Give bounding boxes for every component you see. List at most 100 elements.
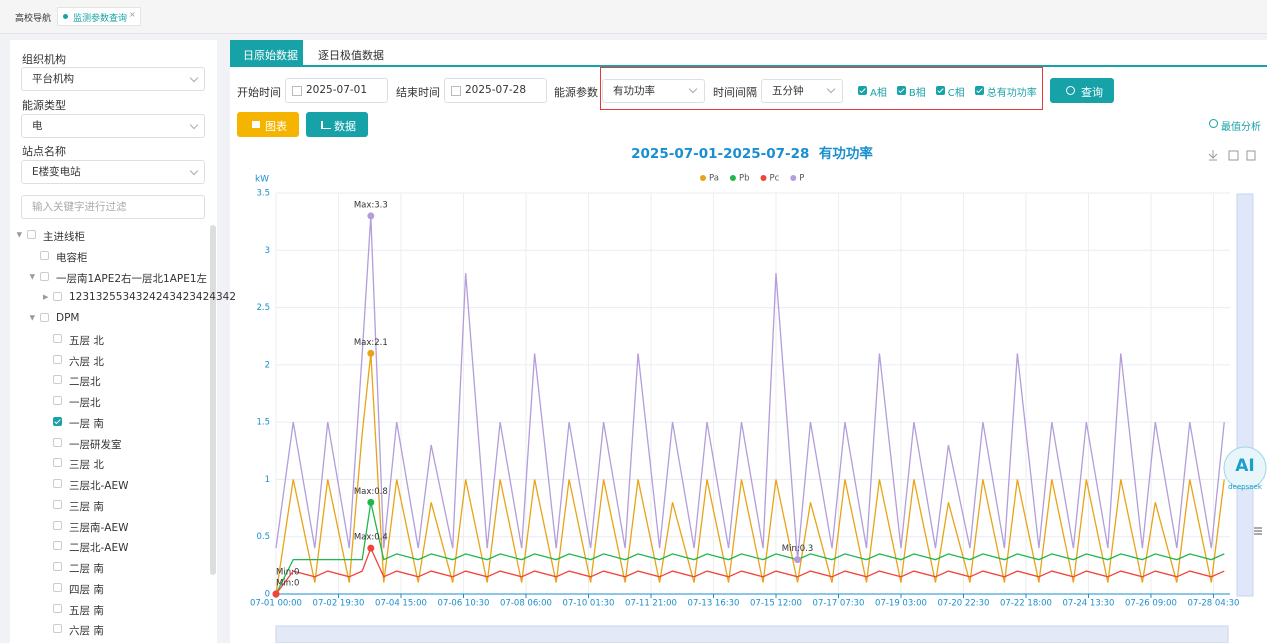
search-icon [1066, 86, 1075, 95]
tree-label[interactable]: 一层 南 [69, 417, 104, 430]
tab-close[interactable]: × [129, 10, 136, 19]
tree-label[interactable]: 二层北-AEW [69, 542, 129, 555]
toolbox[interactable] [1208, 150, 1256, 161]
tree-label[interactable]: 一层南1APE2右一层北1APE1左 [56, 272, 208, 285]
select[interactable]: 五分钟 [761, 79, 843, 103]
highlight-box [600, 67, 1043, 110]
select[interactable]: 有功功率 [602, 79, 705, 103]
x-tick-label: 07-06 10:30 [438, 599, 490, 609]
home-link[interactable]: 高校导航 [15, 14, 52, 24]
tree-label[interactable]: 三层南-AEW [69, 521, 129, 534]
tree-label[interactable]: 一层北 [69, 397, 101, 409]
tab[interactable]: 逐日极值数据 [318, 49, 384, 62]
tree-label[interactable]: 三层 北 [69, 459, 104, 472]
tree-checkbox[interactable] [53, 333, 62, 343]
tree-label[interactable]: 三层北-AEW [69, 480, 129, 492]
tree-arrow[interactable]: ▶ [28, 315, 37, 321]
tree-label[interactable]: 六层 北 [69, 355, 104, 368]
tree-checkbox[interactable] [53, 375, 62, 385]
tree-label[interactable]: 主进线柜 [43, 231, 85, 243]
tree-label[interactable]: 电容柜 [56, 251, 88, 264]
x-tick-label: 07-24 13:30 [1063, 599, 1115, 609]
tree-checkbox[interactable] [53, 416, 62, 426]
y-zoom-slider[interactable] [1236, 193, 1254, 597]
y-axis-unit: kW [255, 175, 269, 185]
filter-input[interactable]: 输入关键字进行过滤 [21, 195, 205, 219]
date-input[interactable]: 2025-07-01 [285, 78, 388, 103]
tree-checkbox[interactable] [27, 230, 36, 239]
tab-active-bg [230, 40, 303, 66]
tree-checkbox[interactable] [53, 479, 62, 488]
tree-checkbox[interactable] [53, 499, 62, 509]
data-button[interactable] [306, 112, 368, 137]
analysis-link[interactable]: 最值分析 [1221, 122, 1261, 133]
checkbox-label[interactable]: A相 [870, 88, 887, 99]
y-tick-label: 1 [265, 475, 270, 485]
checkbox[interactable] [858, 86, 867, 95]
y-tick-label: 2.5 [256, 303, 270, 313]
tree-arrow[interactable]: ▶ [28, 273, 37, 280]
extreme-label: Max:2.1 [354, 338, 388, 348]
extreme-point [794, 556, 802, 564]
tree-label[interactable]: 二层北 [69, 376, 101, 389]
x-tick-label: 07-28 04:30 [1188, 599, 1240, 609]
tree-checkbox[interactable] [53, 520, 62, 530]
ai-badge[interactable] [1223, 446, 1267, 490]
tree-label[interactable]: 六层 南 [69, 625, 104, 638]
select[interactable]: E楼变电站 [21, 160, 205, 184]
download-icon[interactable] [1208, 150, 1218, 161]
checkbox-label[interactable]: 总有功功率 [986, 88, 1037, 99]
chart-button[interactable] [237, 112, 299, 137]
settings-icon[interactable] [1254, 527, 1262, 535]
tree-checkbox[interactable] [53, 396, 62, 405]
tree-checkbox[interactable] [53, 582, 62, 592]
chart-icon [252, 121, 260, 128]
tree-checkbox[interactable] [40, 250, 49, 260]
tree-label[interactable]: DPM [56, 312, 80, 324]
select[interactable]: 平台机构 [21, 67, 205, 91]
tree-checkbox[interactable] [53, 624, 62, 634]
extreme-label: Min:0 [276, 579, 299, 589]
query-button[interactable] [1050, 78, 1114, 103]
legend-label: Pb [739, 174, 750, 184]
x-zoom-slider[interactable] [275, 625, 1229, 643]
tree-checkbox[interactable] [53, 354, 62, 364]
checkbox-label[interactable]: B相 [908, 88, 926, 99]
tab[interactable]: 日原始数据 [243, 49, 298, 62]
checkbox[interactable] [896, 86, 906, 95]
tree-checkbox[interactable] [53, 292, 62, 302]
legend-label: P [799, 174, 804, 184]
checkbox-label[interactable]: C相 [947, 88, 965, 99]
tree-checkbox[interactable] [53, 603, 62, 613]
tree-arrow[interactable]: ▶ [43, 293, 49, 302]
tree-checkbox[interactable] [53, 562, 62, 571]
select[interactable]: 电 [21, 114, 205, 138]
tree-arrow[interactable]: ▶ [15, 232, 24, 238]
x-tick-label: 07-11 21:00 [625, 599, 677, 609]
tree-label[interactable]: 二层 南 [69, 563, 104, 575]
tree-label[interactable]: 五层 北 [69, 334, 104, 347]
tree-checkbox[interactable] [53, 541, 62, 551]
tree-label[interactable]: 四层 南 [69, 583, 104, 596]
tree-label[interactable]: 一层研发室 [69, 438, 122, 451]
checkbox[interactable] [935, 86, 945, 95]
restore-icon[interactable] [1246, 150, 1256, 161]
tree-checkbox[interactable] [53, 458, 62, 468]
tree-checkbox[interactable] [53, 437, 62, 447]
zoom-icon[interactable] [1228, 150, 1239, 161]
series-line [275, 353, 1225, 595]
checkbox[interactable] [974, 86, 984, 95]
scrollbar[interactable] [210, 225, 216, 575]
tree-label[interactable]: 1231325534324243423424342 [69, 291, 237, 304]
ai-subtitle: deepseek [1228, 483, 1263, 491]
date-input[interactable]: 2025-07-28 [444, 78, 547, 103]
page-tab[interactable] [57, 7, 141, 26]
tree-label[interactable]: 五层 南 [69, 604, 104, 617]
chart-button-label: 图表 [265, 120, 287, 133]
x-tick-label: 07-04 15:00 [375, 599, 427, 609]
tree-checkbox[interactable] [40, 271, 49, 281]
tree-checkbox[interactable] [40, 313, 49, 322]
tree-label[interactable]: 三层 南 [69, 500, 104, 513]
data-button-label: 数据 [334, 120, 356, 133]
